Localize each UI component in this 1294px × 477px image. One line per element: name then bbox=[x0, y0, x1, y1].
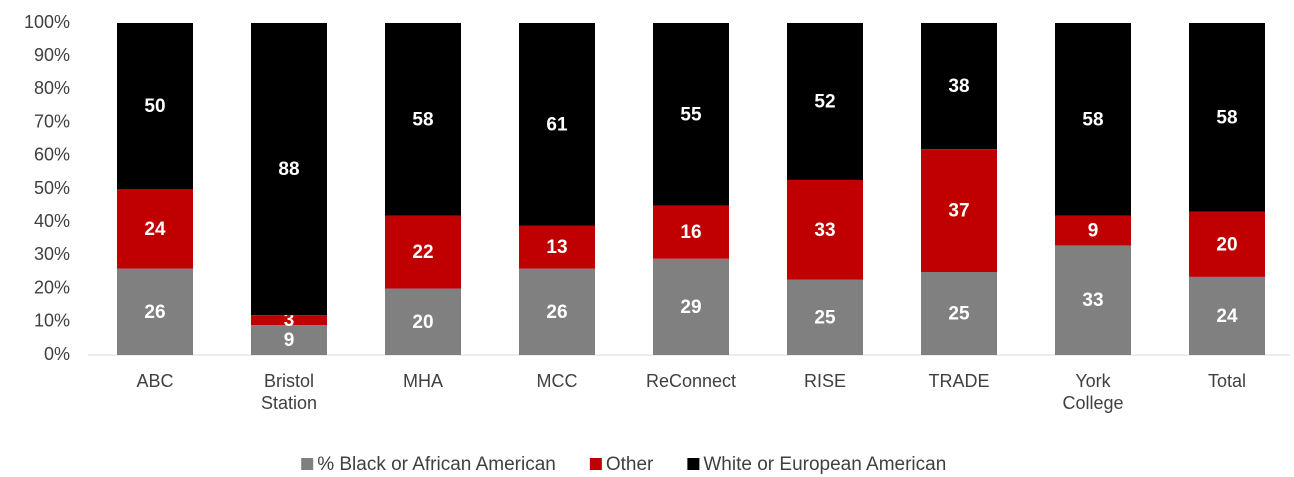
bar-segment bbox=[117, 189, 193, 269]
legend-swatch bbox=[301, 458, 314, 470]
data-label: 55 bbox=[680, 104, 702, 125]
data-label: 25 bbox=[948, 304, 970, 325]
bar-segment bbox=[787, 179, 863, 280]
y-tick-label: 80% bbox=[34, 78, 70, 98]
bar-segment bbox=[117, 268, 193, 355]
data-label: 13 bbox=[546, 237, 567, 258]
legend-label: White or European American bbox=[703, 454, 946, 475]
data-label: 20 bbox=[412, 312, 433, 333]
x-tick-label: ABC bbox=[136, 371, 174, 391]
bar-segment bbox=[653, 23, 729, 206]
data-label: 38 bbox=[948, 76, 969, 97]
bar-segment bbox=[385, 215, 461, 289]
bar-segment bbox=[519, 225, 595, 269]
bar-segment bbox=[1055, 245, 1131, 355]
bar-segment bbox=[519, 23, 595, 226]
y-tick-label: 70% bbox=[34, 111, 70, 131]
bar-segment bbox=[1189, 23, 1265, 212]
data-label: 22 bbox=[412, 242, 433, 263]
y-tick-label: 30% bbox=[34, 244, 70, 264]
bar-segment bbox=[251, 325, 327, 355]
legend-swatch bbox=[687, 458, 700, 470]
x-tick-label: MCC bbox=[536, 371, 578, 391]
x-tick-label: TRADE bbox=[928, 371, 990, 391]
data-label: 29 bbox=[680, 297, 701, 318]
y-tick-label: 60% bbox=[34, 145, 70, 165]
bar-segment bbox=[1189, 211, 1265, 277]
bar-segment bbox=[787, 279, 863, 355]
data-label: 33 bbox=[814, 220, 835, 241]
data-label: 58 bbox=[412, 109, 433, 130]
bar-segment bbox=[251, 23, 327, 316]
y-tick-label: 90% bbox=[34, 45, 70, 65]
bar-segment bbox=[921, 23, 997, 150]
bar-segment bbox=[385, 288, 461, 355]
data-label: 16 bbox=[680, 222, 701, 243]
data-label: 3 bbox=[284, 310, 295, 331]
y-tick-label: 10% bbox=[34, 311, 70, 331]
data-label: 58 bbox=[1082, 109, 1103, 130]
data-label: 33 bbox=[1082, 290, 1103, 311]
data-label: 50 bbox=[144, 96, 165, 117]
bar-segment bbox=[653, 258, 729, 355]
legend-swatch bbox=[589, 458, 602, 470]
data-label: 25 bbox=[814, 307, 836, 328]
legend-label: % Black or African American bbox=[317, 454, 556, 475]
data-label: 37 bbox=[948, 201, 969, 222]
data-label: 61 bbox=[546, 114, 568, 135]
bar-segment bbox=[921, 149, 997, 272]
y-tick-label: 40% bbox=[34, 211, 70, 231]
bar-segment bbox=[385, 23, 461, 216]
x-tick-label: MHA bbox=[403, 371, 443, 391]
data-label: 24 bbox=[144, 219, 166, 240]
legend-label: Other bbox=[606, 454, 654, 475]
data-label: 9 bbox=[1088, 221, 1099, 242]
bar-segment bbox=[787, 23, 863, 180]
data-label: 20 bbox=[1216, 234, 1237, 255]
data-label: 26 bbox=[144, 302, 165, 323]
x-tick-label: ReConnect bbox=[645, 371, 737, 391]
data-label: 26 bbox=[546, 302, 567, 323]
data-label: 52 bbox=[814, 91, 835, 112]
data-label: 88 bbox=[278, 159, 299, 180]
y-tick-label: 0% bbox=[44, 344, 70, 364]
x-tick-label: Total bbox=[1207, 371, 1247, 391]
data-label: 24 bbox=[1216, 306, 1238, 327]
x-tick-label: Bristol Station bbox=[260, 371, 318, 413]
bar-segment bbox=[251, 315, 327, 326]
bar-segment bbox=[921, 272, 997, 355]
y-tick-label: 20% bbox=[34, 277, 70, 297]
bar-segment bbox=[1055, 23, 1131, 216]
bar-segment bbox=[519, 268, 595, 355]
bar-segment bbox=[653, 205, 729, 259]
bar-segment bbox=[1189, 276, 1265, 355]
data-label: 9 bbox=[284, 330, 295, 351]
bar-segment bbox=[1055, 215, 1131, 246]
data-label: 58 bbox=[1216, 107, 1237, 128]
x-tick-label: York College bbox=[1062, 371, 1124, 413]
bar-segment bbox=[117, 23, 193, 189]
y-tick-label: 100% bbox=[24, 12, 70, 32]
x-tick-label: RISE bbox=[803, 371, 846, 391]
y-tick-label: 50% bbox=[34, 178, 70, 198]
